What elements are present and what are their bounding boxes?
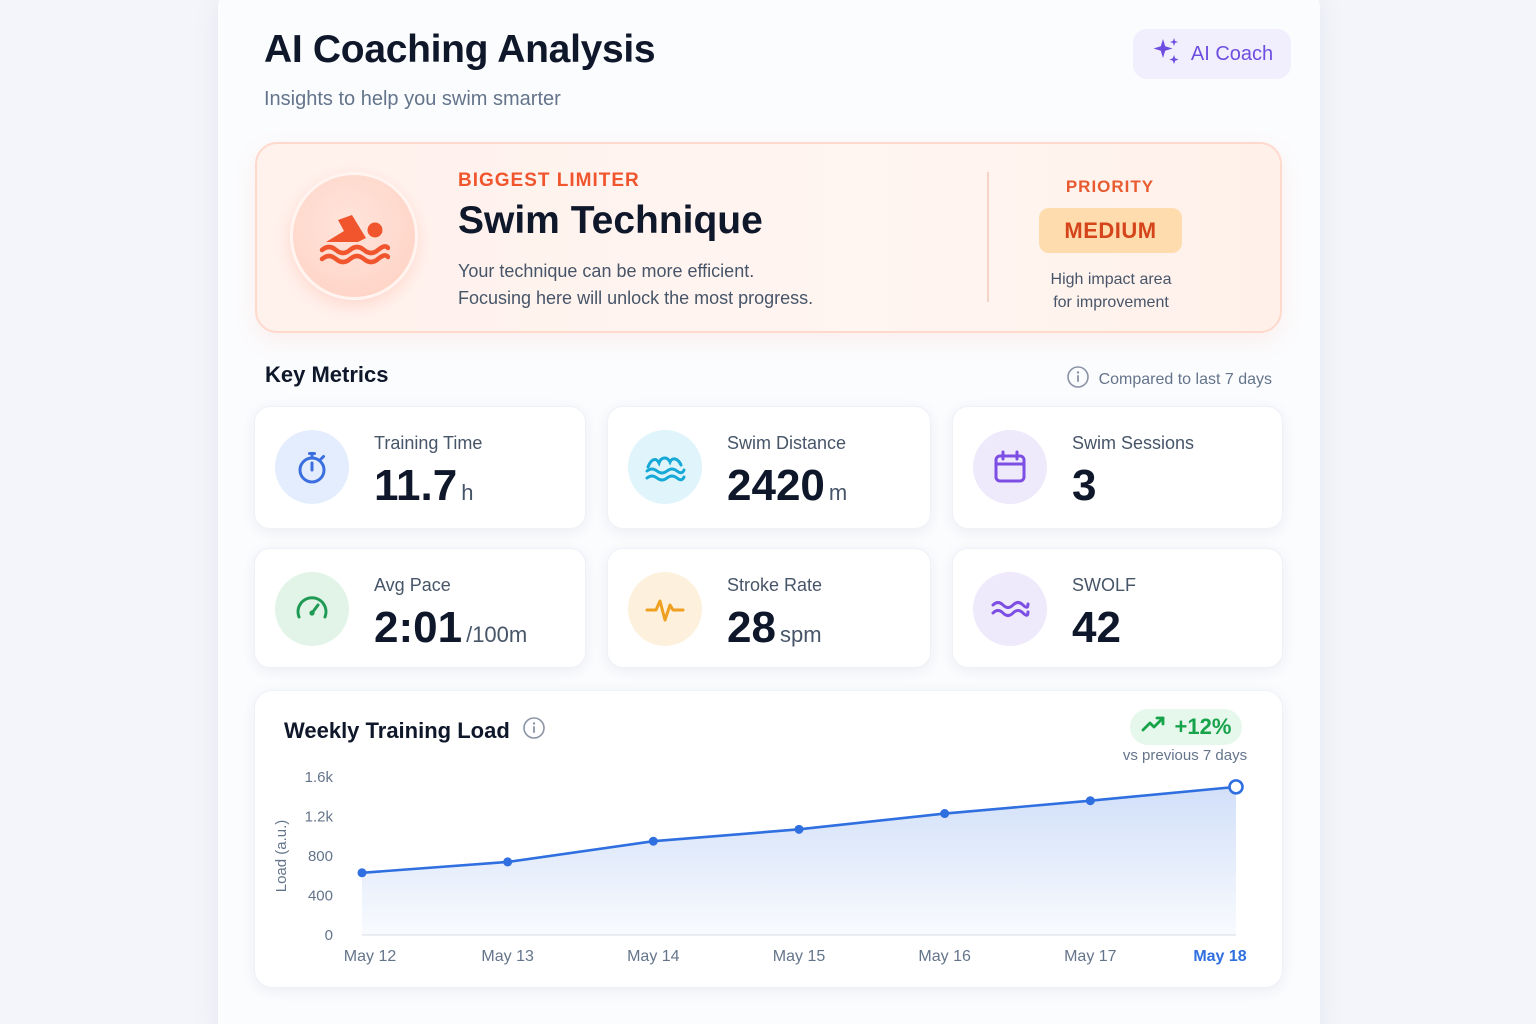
waves-icon (628, 430, 702, 504)
x-tick-label: May 18 (1193, 948, 1246, 965)
speedometer-icon (275, 572, 349, 646)
y-tick-label: 0 (325, 927, 333, 944)
metric-card-avg-pace[interactable]: Avg Pace 2:01/100m (254, 548, 586, 668)
ai-coach-label: AI Coach (1190, 42, 1274, 65)
metric-label: Swim Sessions (1072, 433, 1195, 453)
chart-title: Weekly Training Load (284, 716, 546, 746)
metric-card-training-time[interactable]: Training Time 11.7 h (254, 406, 586, 529)
data-point (357, 868, 367, 878)
calendar-icon (973, 430, 1047, 504)
page-title: AI Coaching Analysis (264, 28, 656, 71)
trend-badge: +12% (1130, 709, 1242, 745)
x-tick-label: May 16 (918, 948, 971, 965)
metric-value: 42 (1072, 603, 1125, 653)
metric-unit: spm (779, 622, 822, 647)
x-tick-label: May 15 (773, 948, 826, 965)
data-point (1228, 779, 1244, 795)
metric-value: 28 spm (727, 603, 822, 653)
data-point (794, 824, 804, 834)
metric-value: 11.7 h (374, 461, 473, 511)
stopwatch-icon (275, 430, 349, 504)
limiter-title: Swim Technique (458, 199, 763, 242)
water-icon (973, 572, 1047, 646)
compare-note[interactable]: Compared to last 7 days (1066, 365, 1272, 394)
chart-title-text: Weekly Training Load (284, 718, 510, 743)
metric-card-swim-distance[interactable]: Swim Distance 2420 m (607, 406, 931, 529)
y-tick-label: 800 (308, 848, 333, 865)
divider (987, 172, 989, 302)
metric-label: Swim Distance (727, 433, 847, 453)
data-point (648, 836, 658, 846)
compare-text: Compared to last 7 days (1098, 370, 1272, 388)
limiter-description-line: Your technique can be more efficient. (458, 261, 755, 281)
x-tick-label: May 14 (627, 948, 680, 965)
metric-label: Training Time (374, 433, 483, 453)
trend-value: +12% (1174, 714, 1232, 739)
data-point (1085, 796, 1095, 806)
y-axis-label: Load (a.u.) (273, 820, 290, 893)
sparkles-icon (1151, 36, 1181, 72)
limiter-label: BIGGEST LIMITER (458, 170, 640, 191)
priority-note-line: for improvement (1053, 294, 1169, 311)
priority-note-line: High impact area (1050, 271, 1172, 288)
y-tick-label: 1.6k (305, 769, 334, 786)
swimmer-icon (290, 172, 418, 300)
data-point (503, 857, 513, 867)
info-icon (1066, 365, 1090, 394)
metric-card-swim-sessions[interactable]: Swim Sessions 3 (952, 406, 1283, 529)
metric-card-swolf[interactable]: SWOLF 42 (952, 548, 1283, 668)
metric-card-stroke-rate[interactable]: Stroke Rate 28 spm (607, 548, 931, 668)
metric-number: 3 (1072, 461, 1097, 510)
x-tick-label: May 13 (481, 948, 534, 965)
limiter-description-line: Focusing here will unlock the most progr… (458, 288, 814, 308)
metric-unit: m (828, 480, 848, 505)
metric-value: 2420 m (727, 461, 847, 511)
info-icon[interactable] (522, 716, 546, 746)
metric-number: 11.7 (374, 461, 458, 510)
x-tick-label: May 17 (1064, 948, 1117, 965)
priority-note: High impact area for improvement (1020, 268, 1202, 314)
page-subtitle: Insights to help you swim smarter (264, 88, 561, 110)
metric-label: Stroke Rate (727, 575, 823, 595)
ai-coach-button[interactable]: AI Coach (1133, 29, 1291, 79)
metric-number: 28 (727, 603, 776, 652)
metric-unit: /100m (466, 622, 528, 647)
metric-label: SWOLF (1072, 575, 1137, 595)
key-metrics-title: Key Metrics (265, 362, 389, 387)
pulse-icon (628, 572, 702, 646)
metric-number: 42 (1072, 603, 1121, 652)
metric-value: 3 (1072, 461, 1100, 511)
metric-label: Avg Pace (374, 575, 451, 595)
data-point (940, 809, 950, 819)
priority-badge: MEDIUM (1039, 208, 1182, 253)
priority-label: PRIORITY (1065, 177, 1155, 196)
y-tick-label: 400 (308, 888, 333, 905)
x-tick-label: May 12 (344, 948, 397, 965)
load-area (362, 786, 1236, 935)
trending-up-icon (1141, 714, 1167, 740)
metric-number: 2:01 (374, 603, 463, 652)
metric-value: 2:01/100m (374, 603, 527, 653)
trend-note: vs previous 7 days (1122, 747, 1248, 764)
metric-number: 2420 (727, 461, 825, 510)
metric-unit: h (461, 480, 474, 505)
limiter-description: Your technique can be more efficient. Fo… (458, 258, 938, 312)
y-tick-label: 1.2k (305, 809, 334, 826)
